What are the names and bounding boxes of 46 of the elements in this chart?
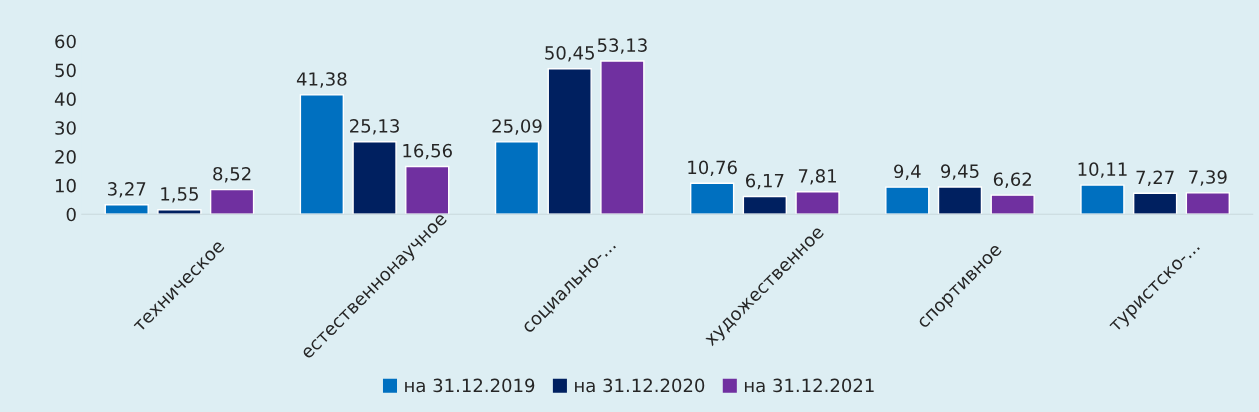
bar bbox=[352, 141, 397, 215]
legend-label: на 31.12.2019 bbox=[405, 378, 535, 393]
y-tick-label: 10 bbox=[55, 178, 76, 193]
y-tick-label: 30 bbox=[55, 121, 76, 135]
data-label: 7,81 bbox=[798, 169, 836, 185]
bar bbox=[494, 141, 540, 215]
bar bbox=[157, 209, 202, 215]
bar bbox=[885, 186, 930, 215]
data-label: 7,39 bbox=[1189, 170, 1227, 186]
bar bbox=[209, 188, 255, 215]
data-label: 9,4 bbox=[894, 164, 921, 180]
y-tick-label: 20 bbox=[55, 150, 76, 164]
bar bbox=[1185, 192, 1230, 215]
legend-label: на 31.12.2020 bbox=[575, 378, 705, 393]
data-label: 8,52 bbox=[213, 166, 251, 183]
y-tick-label: 60 bbox=[55, 34, 76, 49]
bar bbox=[742, 195, 788, 215]
bar bbox=[689, 182, 735, 215]
data-label: 7,27 bbox=[1136, 170, 1174, 187]
bar bbox=[104, 204, 149, 215]
bar bbox=[1132, 192, 1178, 215]
data-label: 53,13 bbox=[597, 38, 647, 54]
legend-label: на 31.12.2021 bbox=[744, 378, 874, 393]
bar bbox=[547, 68, 592, 215]
data-label: 50,45 bbox=[545, 46, 594, 62]
bar bbox=[990, 194, 1035, 215]
y-tick-label: 50 bbox=[55, 63, 76, 78]
data-label: 6,17 bbox=[746, 173, 784, 190]
data-label: 16,56 bbox=[403, 143, 452, 160]
data-label: 9,45 bbox=[941, 164, 979, 180]
data-label: 25,09 bbox=[492, 119, 542, 135]
data-label: 25,13 bbox=[350, 119, 399, 135]
bar bbox=[795, 191, 840, 215]
bar bbox=[299, 94, 345, 215]
data-label: 1,55 bbox=[161, 187, 198, 203]
bar bbox=[1080, 184, 1125, 215]
bar bbox=[405, 165, 450, 215]
y-tick-label: 40 bbox=[54, 92, 76, 106]
bar bbox=[600, 60, 645, 215]
data-label: 41,38 bbox=[296, 72, 347, 88]
data-label: 10,11 bbox=[1078, 162, 1127, 178]
data-label: 3,27 bbox=[107, 182, 146, 198]
data-label: 10,76 bbox=[688, 160, 737, 176]
y-tick-label: 0 bbox=[66, 207, 76, 222]
bar bbox=[937, 186, 983, 215]
data-label: 6,62 bbox=[993, 172, 1031, 188]
